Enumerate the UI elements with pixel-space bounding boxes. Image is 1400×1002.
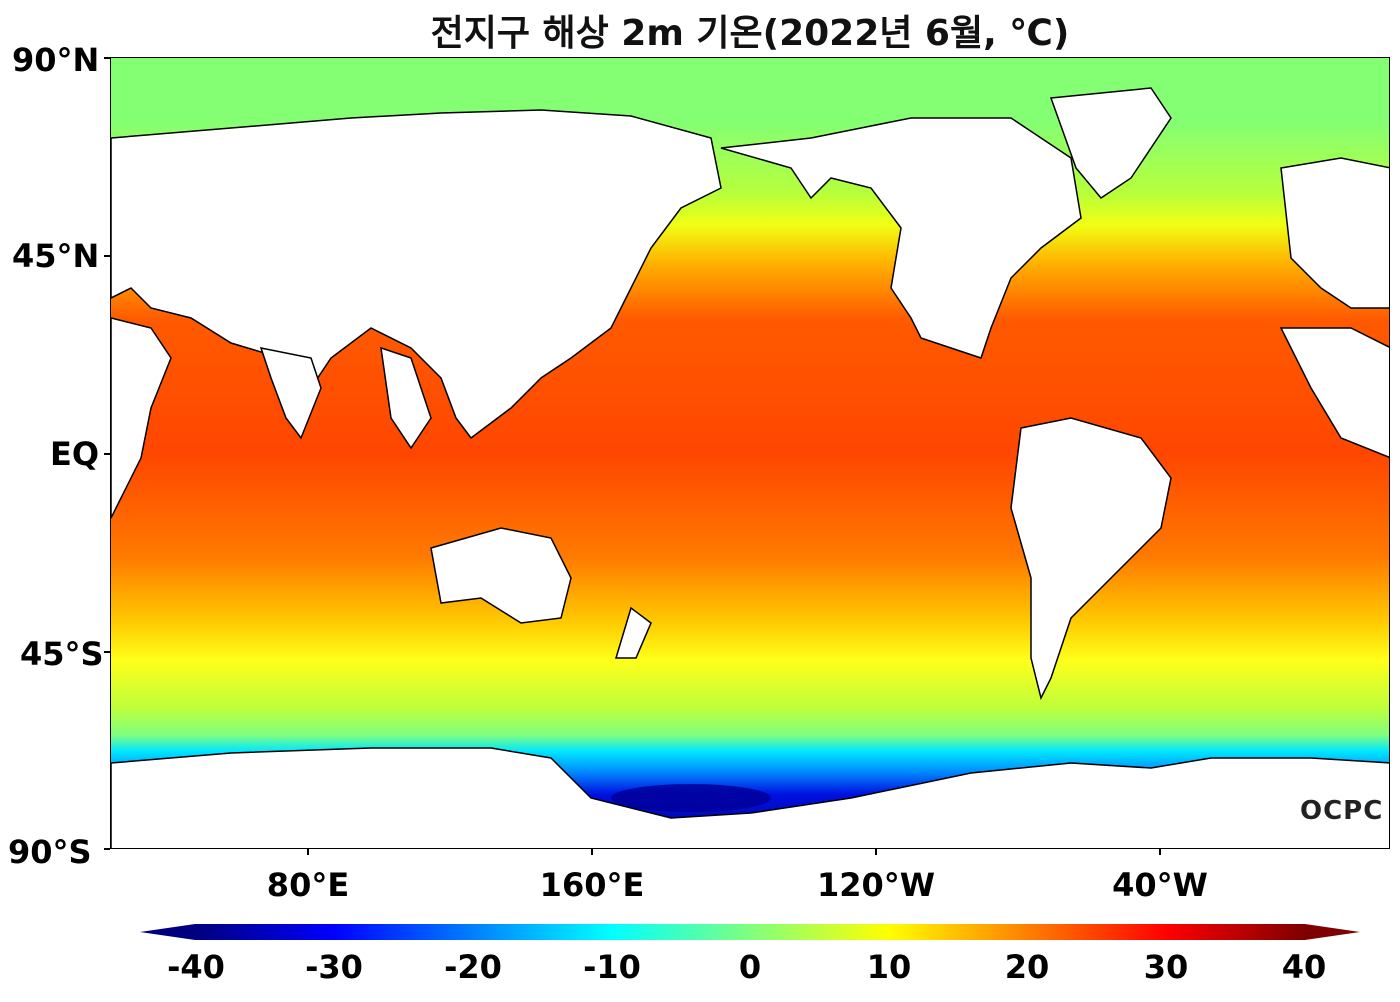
colorbar-tick-label: 10: [866, 948, 912, 986]
lon-label-160e: 160°E: [539, 866, 645, 904]
lat-tick: [104, 848, 110, 850]
lon-label-40w: 40°W: [1112, 866, 1208, 904]
colorbar-tick-label: -30: [305, 948, 363, 986]
map-title: 전지구 해상 2m 기온(2022년 6월, ℃): [430, 13, 1070, 54]
lat-label-45n: 45°N: [12, 237, 100, 275]
africa-landmass: [111, 317, 172, 519]
southeast-asia-landmass: [380, 346, 432, 450]
india-landmass: [259, 347, 322, 440]
colorbar-tick-label: 0: [738, 948, 762, 986]
colorbar-tick-label: 40: [1281, 948, 1327, 986]
land-masses: [111, 87, 1389, 848]
antarctica-landmass: [111, 747, 1389, 848]
lon-tick: [591, 849, 593, 855]
lat-tick: [104, 255, 110, 257]
colorbar-right-arrow: [1305, 924, 1360, 940]
north-america-landmass: [720, 117, 1082, 359]
west-africa-landmass: [1279, 327, 1389, 459]
lon-tick: [307, 849, 309, 855]
new-zealand-landmass: [614, 606, 652, 659]
colorbar-tick-label: 20: [1004, 948, 1050, 986]
eurasia-landmass: [111, 109, 722, 440]
colorbar-body: [195, 924, 1305, 940]
colorbar-tick-label: -40: [167, 948, 225, 986]
lat-label-90n: 90°N: [12, 41, 100, 79]
lat-label-90s: 90°S: [8, 833, 92, 871]
greenland-landmass: [1049, 87, 1172, 199]
australia-landmass: [430, 527, 572, 624]
colorbar-tick-label: 30: [1143, 948, 1189, 986]
colorbar-tick-label: -10: [583, 948, 641, 986]
lat-tick: [104, 57, 110, 59]
south-america-landmass: [1010, 417, 1172, 701]
lon-tick: [1159, 849, 1161, 855]
lon-label-80e: 80°E: [266, 866, 350, 904]
lat-tick: [104, 453, 110, 455]
colorbar-left-arrow: [140, 924, 195, 940]
lon-label-120w: 120°W: [816, 866, 936, 904]
map-canvas: [111, 58, 1389, 848]
temperature-map: [110, 57, 1390, 849]
colorbar: [140, 924, 1360, 940]
antarctic-cold-core: [611, 784, 771, 812]
lon-tick: [875, 849, 877, 855]
ocpc-logo: OCPC: [1300, 796, 1384, 826]
lat-label-45s: 45°S: [20, 635, 104, 673]
lat-tick: [104, 651, 110, 653]
lat-label-eq: EQ: [50, 435, 100, 473]
europe-landmass: [1280, 157, 1389, 309]
colorbar-tick-label: -20: [444, 948, 502, 986]
